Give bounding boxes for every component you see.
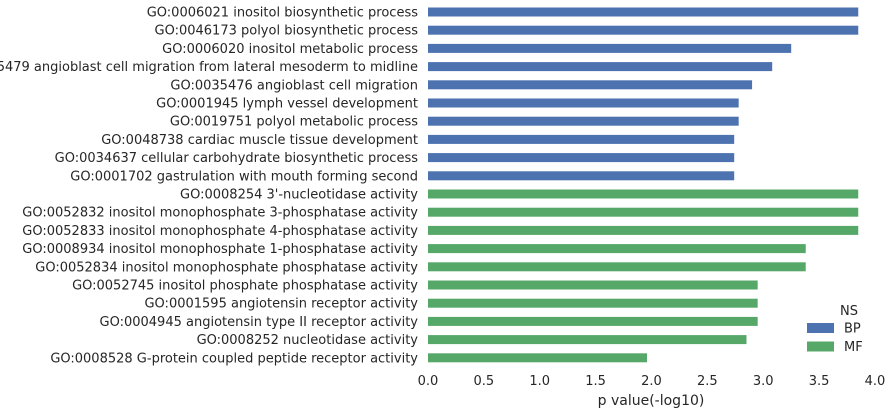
bar-4: [428, 62, 773, 72]
x-tick-label: 0.0: [418, 374, 439, 389]
category-label: GO:0052745 inositol phosphate phosphatas…: [72, 279, 418, 294]
category-label: GO:0052832 inositol monophosphate 3-phos…: [22, 206, 418, 221]
category-label: GO:0035476 angioblast cell migration: [170, 78, 418, 93]
x-tick-label: 4.0: [865, 374, 886, 389]
category-label: GO:0001702 gastrulation with mouth formi…: [70, 169, 418, 184]
bar-16: [428, 280, 758, 290]
x-tick-label: 0.5: [474, 374, 495, 389]
legend-swatch-mf: [807, 341, 834, 352]
legend: NS BP MF: [807, 304, 863, 355]
x-tick-label: 1.0: [529, 374, 550, 389]
x-axis-ticks: 0.0 0.5 1.0 1.5 2.0 2.5 3.0 3.5 4.0: [418, 374, 886, 389]
x-tick-label: 3.0: [753, 374, 774, 389]
bar-18: [428, 316, 758, 326]
x-axis-title: p value(-log10): [598, 393, 705, 409]
category-label: GO:0048738 cardiac muscle tissue develop…: [101, 133, 418, 148]
bar-6: [428, 98, 739, 108]
category-label: GO:0052834 inositol monophosphate phosph…: [35, 260, 418, 275]
category-label: GO:0008252 nucleotidase activity: [197, 333, 419, 348]
x-tick-label: 1.5: [585, 374, 606, 389]
bar-5: [428, 80, 753, 90]
category-label: GO:0001595 angiotensin receptor activity: [144, 297, 418, 312]
category-label: GO:0035479 angioblast cell migration fro…: [0, 60, 418, 75]
bar-10: [428, 171, 735, 181]
category-label: GO:0008254 3'-nucleotidase activity: [180, 188, 418, 203]
bars-layer: [428, 7, 859, 363]
legend-label-bp: BP: [844, 322, 861, 337]
category-label: GO:0019751 polyol metabolic process: [170, 115, 418, 130]
category-label: GO:0052833 inositol monophosphate 4-phos…: [22, 224, 418, 239]
legend-label-mf: MF: [844, 340, 863, 355]
bar-19: [428, 335, 747, 345]
bar-3: [428, 43, 792, 53]
category-label: GO:0004945 angiotensin type II receptor …: [100, 315, 419, 330]
bar-1: [428, 7, 859, 17]
bar-17: [428, 298, 758, 308]
bar-13: [428, 225, 859, 235]
bar-9: [428, 153, 735, 163]
category-label: GO:0034637 cellular carbohydrate biosynt…: [55, 151, 419, 166]
category-label: GO:0008934 inositol monophosphate 1-phos…: [22, 242, 418, 257]
category-label: GO:0046173 polyol biosynthetic process: [155, 24, 419, 39]
bar-7: [428, 116, 739, 126]
bar-14: [428, 244, 806, 254]
category-label: GO:0001945 lymph vessel development: [156, 97, 418, 112]
bar-2: [428, 25, 859, 35]
x-tick-label: 2.5: [697, 374, 718, 389]
bar-8: [428, 134, 735, 144]
category-label: GO:0006021 inositol biosynthetic process: [147, 6, 419, 21]
legend-title: NS: [840, 304, 858, 319]
bar-12: [428, 207, 859, 217]
category-labels: GO:0006021 inositol biosynthetic process…: [0, 6, 418, 367]
x-tick-label: 3.5: [809, 374, 830, 389]
x-tick-label: 2.0: [641, 374, 662, 389]
category-label: GO:0006020 inositol metabolic process: [162, 42, 418, 57]
legend-swatch-bp: [807, 323, 834, 333]
bar-11: [428, 189, 859, 199]
bar-15: [428, 262, 806, 272]
bar-20: [428, 353, 648, 363]
category-label: GO:0008528 G-protein coupled peptide rec…: [50, 351, 418, 366]
